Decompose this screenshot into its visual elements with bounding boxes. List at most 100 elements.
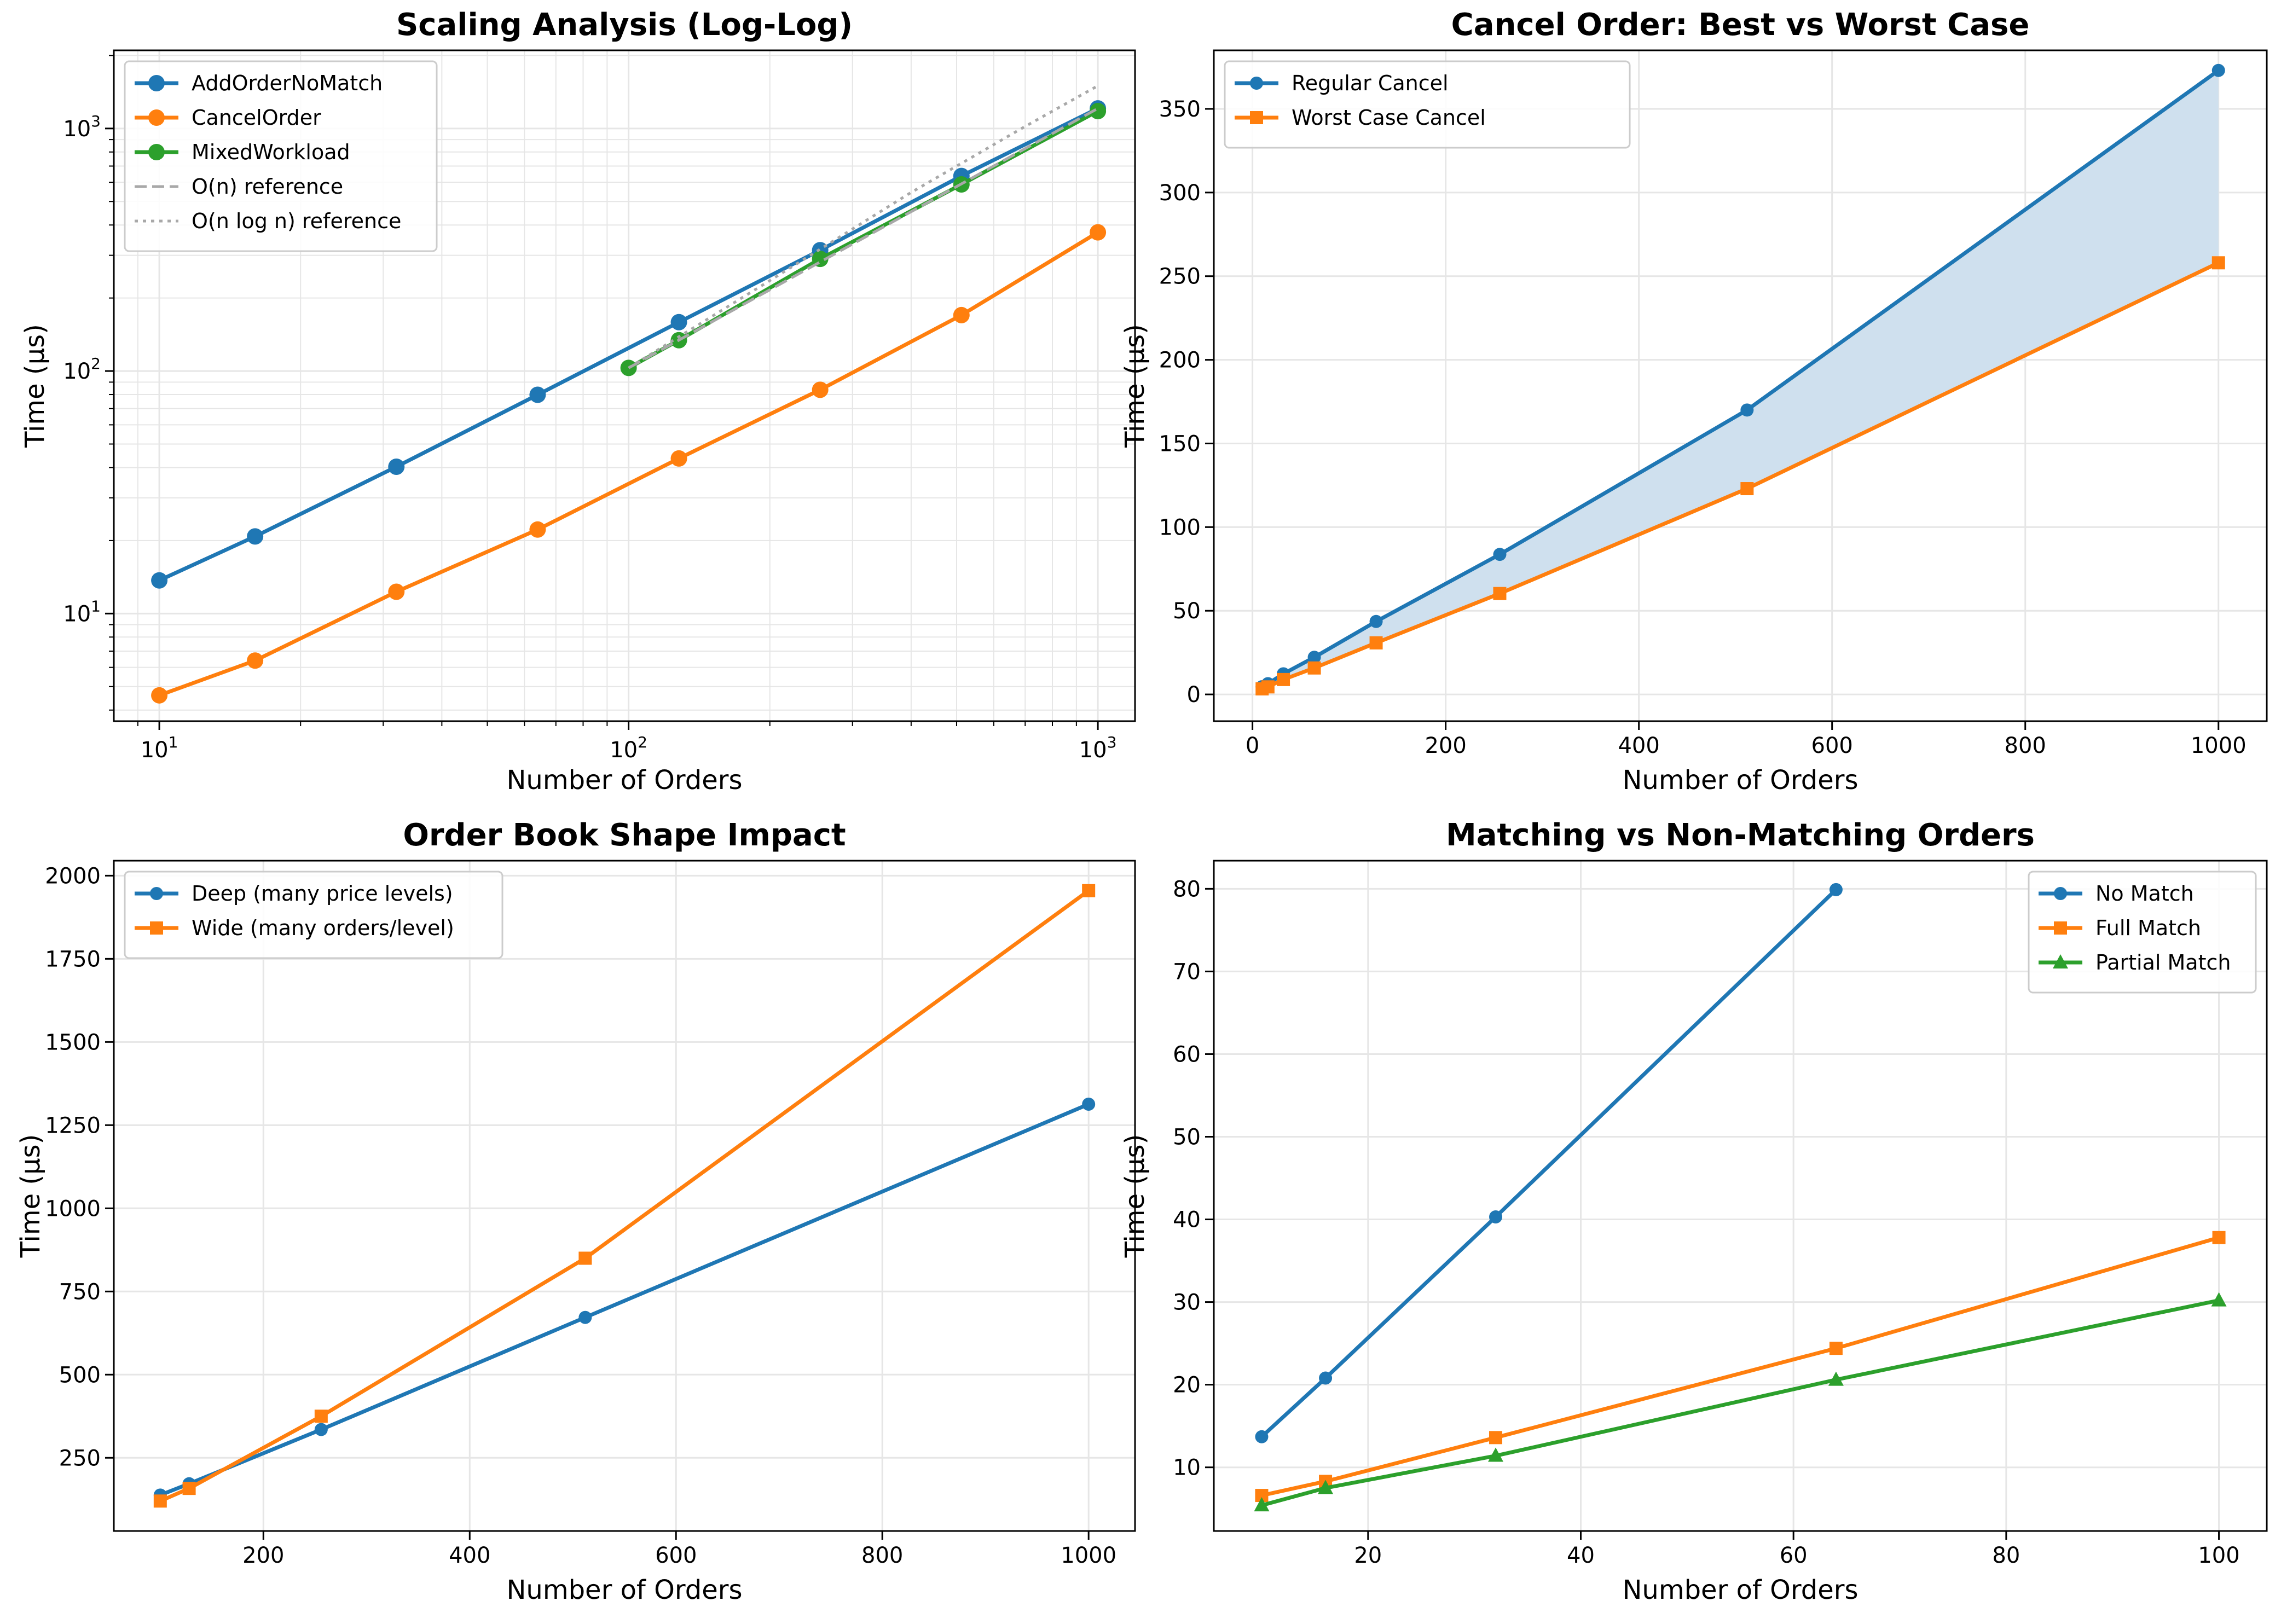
legend: Deep (many price levels) Wide (many order… xyxy=(124,871,503,959)
data-point xyxy=(670,314,687,330)
y-tick-label: 50 xyxy=(1173,599,1201,624)
y-tick-label: 1250 xyxy=(45,1113,101,1138)
legend: Regular Cancel Worst Case Cancel xyxy=(1224,60,1631,149)
legend-swatch-marker xyxy=(148,109,165,126)
chart-title: Order Book Shape Impact xyxy=(403,817,846,853)
y-axis-label: Time (µs) xyxy=(1120,1134,1150,1258)
legend-box xyxy=(2028,871,2257,994)
legend-entry-label: Full Match xyxy=(2095,916,2201,940)
y-tick-label: 10 xyxy=(1173,1455,1201,1481)
series-worst-case-cancel xyxy=(1255,256,2225,695)
x-tick-label: 102 xyxy=(610,733,647,763)
series-line xyxy=(1260,888,1838,1439)
x-tick-label: 600 xyxy=(1811,733,1853,758)
axes-frame xyxy=(113,49,1136,722)
data-point xyxy=(1082,884,1096,897)
x-tick-label: 200 xyxy=(1425,733,1466,758)
data-point xyxy=(1254,1497,1270,1512)
data-point xyxy=(529,386,546,403)
data-point xyxy=(1277,672,1290,686)
data-point xyxy=(388,459,405,475)
x-tick-label: 1000 xyxy=(2191,733,2247,758)
y-tick-label: 1000 xyxy=(45,1196,101,1221)
tick-marks xyxy=(105,874,1090,1540)
data-point xyxy=(1489,1431,1503,1445)
x-tick-label: 1000 xyxy=(1061,1543,1116,1568)
data-point xyxy=(578,1310,592,1324)
y-tick-label: 80 xyxy=(1173,877,1201,902)
data-point xyxy=(151,687,168,704)
tick-marks xyxy=(1205,888,2220,1540)
legend-entry-label: Deep (many price levels) xyxy=(192,881,453,906)
y-tick-label: 350 xyxy=(1159,97,1201,122)
data-point xyxy=(151,572,168,589)
legend-box xyxy=(124,871,503,959)
legend-entry-label: MixedWorkload xyxy=(192,140,350,164)
legend-entry-label: CancelOrder xyxy=(192,106,321,130)
legend-swatch-marker xyxy=(1250,77,1263,90)
series-deep-many-price-levels xyxy=(153,1098,1096,1502)
y-tick-label: 30 xyxy=(1173,1290,1201,1315)
series-line xyxy=(159,889,1090,1503)
legend-box xyxy=(1224,60,1631,149)
legend-entry-label: Wide (many orders/level) xyxy=(192,916,454,940)
legend-entry-label: Partial Match xyxy=(2095,950,2231,975)
data-point xyxy=(182,1482,196,1495)
x-axis-label: Number of Orders xyxy=(1622,765,1858,796)
x-tick-label: 0 xyxy=(1246,733,1259,758)
x-tick-label: 60 xyxy=(1780,1543,1808,1568)
legend-swatch-marker xyxy=(1250,111,1263,124)
legend-swatch-marker xyxy=(2054,887,2067,900)
data-point xyxy=(1307,661,1321,675)
series-line xyxy=(1261,68,2220,689)
x-tick-label: 200 xyxy=(242,1543,284,1568)
data-point xyxy=(153,1494,167,1508)
series-line xyxy=(1261,1298,2220,1507)
x-tick-label: 100 xyxy=(2198,1543,2239,1568)
axes-frame xyxy=(113,860,1136,1532)
legend-entry-label: Worst Case Cancel xyxy=(1292,106,1486,130)
y-tick-label: 50 xyxy=(1173,1125,1201,1150)
series-full-match xyxy=(1255,1231,2226,1503)
legend-swatch-marker xyxy=(150,887,163,900)
y-axis-label: Time (µs) xyxy=(20,324,50,448)
data-point xyxy=(1255,1430,1269,1443)
grid-lines xyxy=(114,861,1135,1531)
series-wide-many-orders-level xyxy=(153,884,1096,1508)
chart-panel-1: 101 102 103 101 102 103 Scaling Analysis (Log-… xyxy=(20,7,1136,796)
fill-between-area xyxy=(1262,70,2219,689)
legend-entry-label: AddOrderNoMatch xyxy=(192,71,383,95)
tick-marks xyxy=(1205,108,2220,730)
y-tick-label: 200 xyxy=(1159,348,1201,373)
y-tick-label: 103 xyxy=(63,112,101,142)
data-point xyxy=(1307,651,1321,664)
legend: AddOrderNoMatch CancelOrder MixedWorkload O… xyxy=(124,60,438,252)
x-tick-label: 103 xyxy=(1079,733,1117,763)
y-tick-label: 1500 xyxy=(45,1030,101,1055)
x-tick-label: 800 xyxy=(861,1543,903,1568)
x-tick-label: 600 xyxy=(655,1543,697,1568)
y-tick-label: 250 xyxy=(1159,264,1201,289)
data-point xyxy=(2211,63,2225,77)
legend-entry-label: Regular Cancel xyxy=(1292,71,1449,95)
y-tick-label: 500 xyxy=(59,1362,101,1388)
series-no-match xyxy=(1255,883,1843,1443)
chart-title: Matching vs Non-Matching Orders xyxy=(1446,817,2035,853)
x-axis-label: Number of Orders xyxy=(506,1575,742,1605)
legend-swatch-marker xyxy=(2053,954,2068,968)
data-point xyxy=(670,450,687,467)
data-point xyxy=(812,381,829,398)
y-tick-label: 1750 xyxy=(45,947,101,972)
data-point xyxy=(1090,102,1107,119)
y-tick-label: 70 xyxy=(1173,959,1201,984)
data-point xyxy=(1740,403,1754,417)
data-point xyxy=(1740,482,1754,496)
series-line xyxy=(1261,1236,2220,1498)
y-tick-label: 250 xyxy=(59,1446,101,1471)
axes-frame xyxy=(1213,49,2268,722)
y-axis-label: Time (µs) xyxy=(15,1134,46,1258)
axes-frame xyxy=(1213,860,2268,1532)
y-tick-label: 102 xyxy=(63,355,101,384)
data-point xyxy=(1488,1447,1504,1462)
